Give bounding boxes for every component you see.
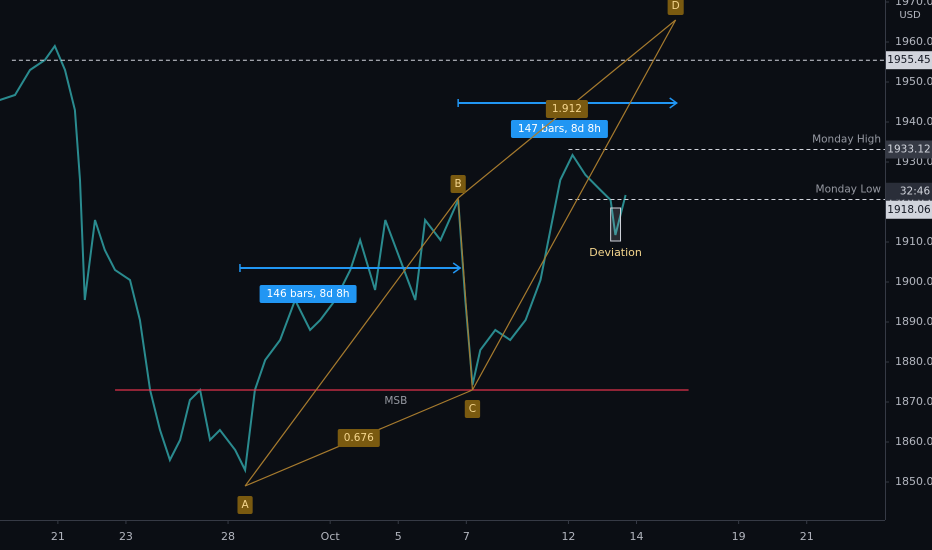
y-tick-label: 1960.00	[895, 35, 932, 48]
y-tick-label: 1850.00	[895, 475, 932, 488]
ruler-label: 146 bars, 8d 8h	[267, 288, 350, 300]
pattern-line	[471, 19, 677, 391]
pattern-line	[244, 197, 459, 487]
point-label-box	[464, 400, 481, 418]
deviation-label: Deviation	[589, 246, 642, 259]
currency-label: USD	[899, 10, 921, 21]
ruler-label: 147 bars, 8d 8h	[518, 123, 601, 135]
ruler-arrow	[452, 262, 462, 274]
price-tag-box	[886, 140, 932, 159]
countdown: 32:46	[900, 185, 931, 197]
x-tick-label: 14	[630, 530, 644, 543]
ruler-label-box	[510, 120, 608, 138]
current-price-box	[886, 200, 932, 219]
x-tick-label: 23	[119, 530, 133, 543]
point-label-box	[667, 0, 684, 15]
y-tick-label: 1970.00	[895, 0, 932, 8]
ratio-label-box	[545, 100, 588, 118]
currency-box	[895, 2, 925, 24]
price-tag: 1933.12	[887, 144, 930, 156]
y-tick-label: 1860.00	[895, 435, 932, 448]
countdown-box	[886, 182, 932, 200]
ratio-label-box	[337, 429, 380, 447]
current-price: 1918.06	[887, 204, 931, 216]
x-tick-label: 28	[221, 530, 235, 543]
level-text: Monday High	[812, 134, 881, 146]
point-label-box	[237, 496, 253, 514]
y-tick-label: 1910.00	[895, 235, 932, 248]
x-tick-label: 5	[395, 530, 402, 543]
price-tag-box	[886, 51, 932, 70]
msb-label: MSB	[384, 395, 407, 407]
ruler-arrow	[669, 97, 678, 109]
x-tick-label: 19	[732, 530, 746, 543]
deviation-box	[610, 207, 622, 242]
point-label: A	[241, 499, 249, 511]
ratio-label: 0.676	[344, 432, 374, 444]
level-text: Monday Low	[816, 183, 882, 195]
ratio-label: 1.912	[552, 103, 582, 115]
y-tick-label: 1890.00	[895, 315, 932, 328]
ruler-label-box	[259, 285, 357, 303]
y-tick-label: 1900.00	[895, 275, 932, 288]
pattern-line	[457, 197, 474, 391]
point-label: B	[455, 178, 462, 190]
x-tick-label: 21	[800, 530, 814, 543]
price-tag: 1955.45	[887, 54, 930, 66]
point-label: D	[672, 0, 680, 12]
y-tick-label: 1880.00	[895, 355, 932, 368]
point-label: C	[469, 403, 476, 415]
x-tick-label: 12	[561, 530, 575, 543]
y-tick-label: 1940.00	[895, 115, 932, 128]
x-tick-label: 7	[463, 530, 470, 543]
x-tick-label: Oct	[321, 530, 341, 543]
point-label-box	[450, 175, 466, 193]
y-tick-label: 1870.00	[895, 395, 932, 408]
x-tick-label: 21	[51, 530, 65, 543]
y-tick-label: 1950.00	[895, 75, 932, 88]
